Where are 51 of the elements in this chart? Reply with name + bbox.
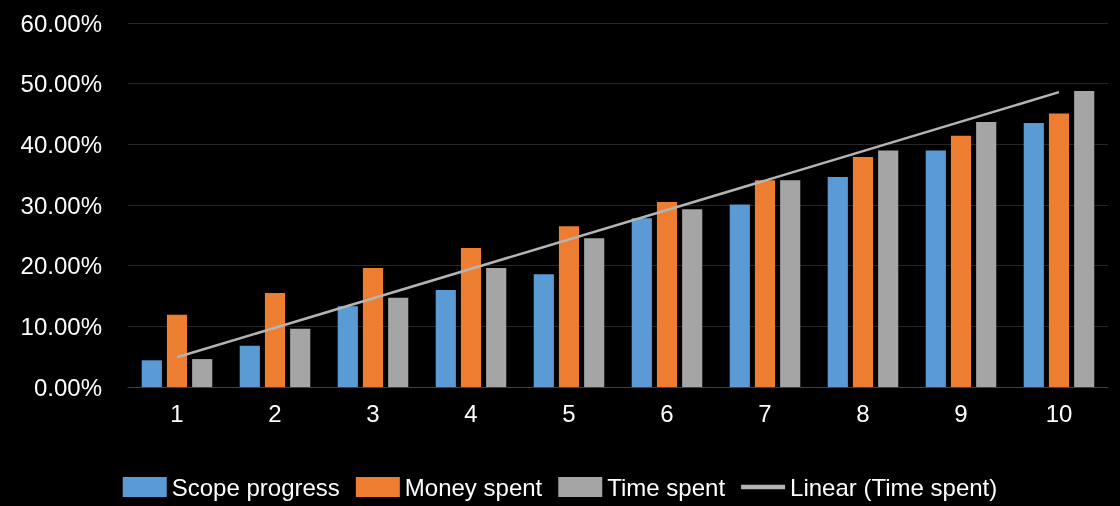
bar [290,328,311,387]
legend-label: Time spent [607,473,726,501]
bar [780,180,801,387]
bar [656,201,678,387]
bar [362,268,384,387]
bar [1074,90,1095,387]
x-tick-label: 3 [366,399,380,427]
bar [141,360,162,387]
bar [1023,123,1044,387]
x-tick-label: 1 [170,399,184,427]
legend-label: Scope progress [171,473,340,501]
x-tick-label: 8 [856,399,870,427]
bar [435,289,456,387]
legend-label: Linear (Time spent) [790,473,998,501]
y-tick-label: 60.00% [20,9,102,37]
bar [631,218,652,387]
bar [337,306,358,387]
bar [192,359,213,387]
x-tick-label: 7 [758,399,772,427]
bar [388,297,409,387]
y-tick-label: 10.00% [20,312,102,340]
bar [239,345,260,387]
bar [827,177,848,387]
x-tick-label: 4 [464,399,478,427]
bar [729,204,750,387]
bar [878,150,899,387]
bar [925,150,946,387]
bar [558,226,580,387]
bar [754,180,776,387]
bar [264,292,286,387]
x-tick-label: 9 [954,399,968,427]
y-tick-label: 20.00% [20,252,102,280]
x-tick-label: 10 [1045,399,1073,427]
bar [533,274,554,387]
legend-label: Money spent [404,473,543,501]
bar [950,135,972,387]
x-tick-label: 5 [562,399,576,427]
x-tick-label: 2 [268,399,282,427]
bar [584,238,605,387]
bar [460,248,482,387]
y-tick-label: 40.00% [20,130,102,158]
bar [976,121,997,387]
bar [1048,113,1070,387]
y-tick-label: 0.00% [33,373,102,401]
bar [852,157,874,387]
y-tick-label: 30.00% [20,191,102,219]
bar [166,314,188,387]
y-tick-label: 50.00% [20,70,102,98]
bar [486,268,507,387]
x-tick-label: 6 [660,399,674,427]
bar [682,209,703,387]
